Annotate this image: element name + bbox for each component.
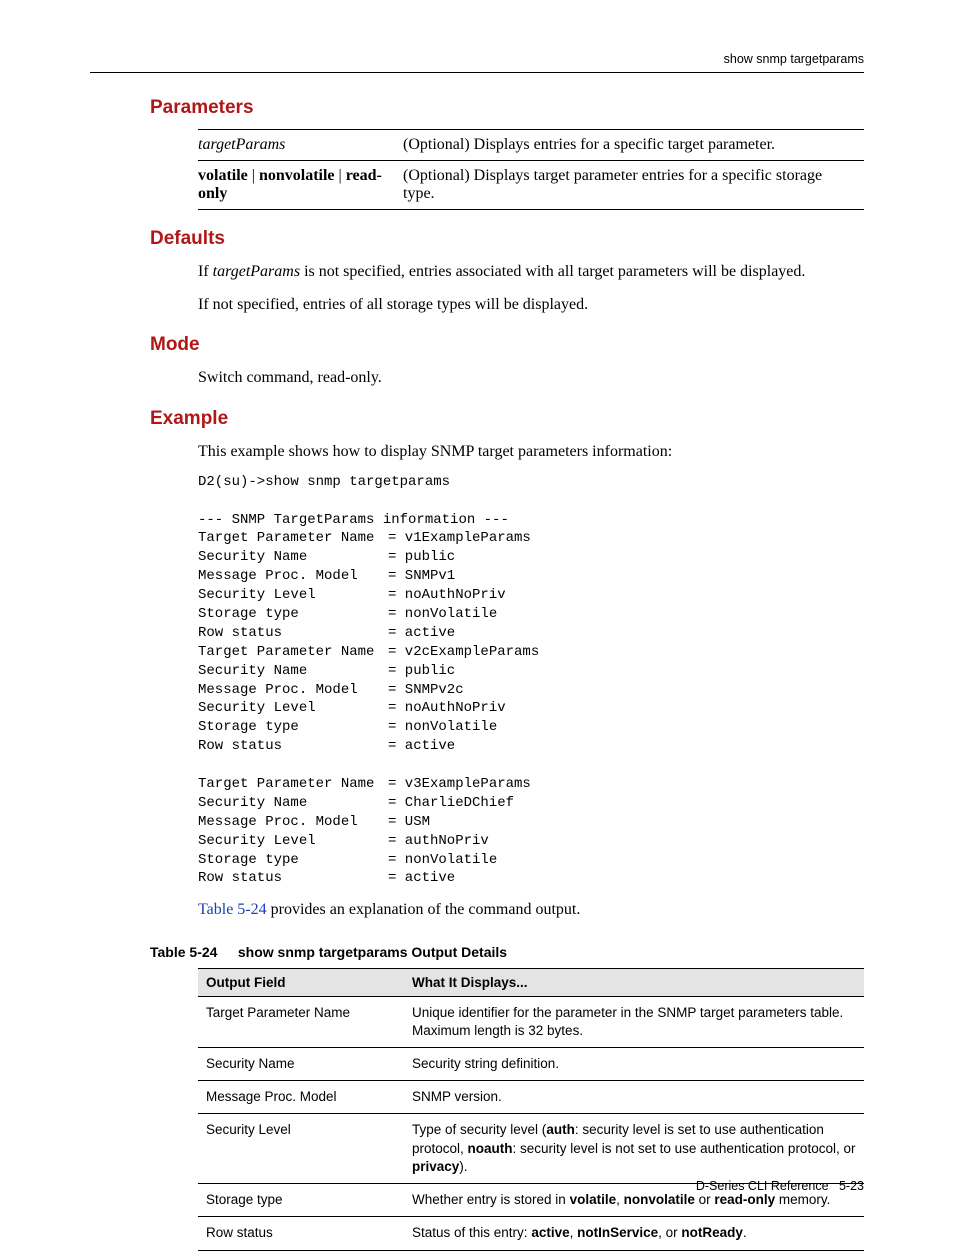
heading-mode: Mode [150,334,864,356]
col-what-displays: What It Displays... [404,968,864,996]
parameters-table: targetParams(Optional) Displays entries … [198,129,864,210]
mode-text: Switch command, read-only. [198,366,856,389]
output-field: Security Name [198,1047,404,1080]
output-desc: Status of this entry: active, notInServi… [404,1217,864,1250]
defaults-body: If targetParams is not specified, entrie… [198,260,856,316]
page: show snmp targetparams Parameters target… [0,0,954,1235]
param-desc: (Optional) Displays target parameter ent… [403,161,864,210]
output-field: Storage type [198,1184,404,1217]
table-row: Security LevelType of security level (au… [198,1114,864,1184]
param-row: volatile | nonvolatile | read-only(Optio… [198,161,864,210]
defaults-p1: If targetParams is not specified, entrie… [198,260,856,283]
output-field: Target Parameter Name [198,996,404,1047]
running-head: show snmp targetparams [90,52,864,73]
output-field: Security Level [198,1114,404,1184]
footer-doc: D-Series CLI Reference [696,1179,829,1193]
footer-page: 5-23 [839,1179,864,1193]
heading-parameters: Parameters [150,97,864,119]
param-row: targetParams(Optional) Displays entries … [198,130,864,161]
mode-body: Switch command, read-only. [198,366,856,389]
example-after-wrap: Table 5-24 provides an explanation of th… [198,898,856,921]
table-row: Row statusStatus of this entry: active, … [198,1217,864,1250]
output-desc: Unique identifier for the parameter in t… [404,996,864,1047]
output-desc: Type of security level (auth: security l… [404,1114,864,1184]
table-caption-title: show snmp targetparams Output Details [238,944,507,960]
table-row: Message Proc. ModelSNMP version. [198,1081,864,1114]
table-caption: Table 5-24 show snmp targetparams Output… [150,944,864,960]
param-name: targetParams [198,130,403,161]
col-output-field: Output Field [198,968,404,996]
output-field: Message Proc. Model [198,1081,404,1114]
output-field: Row status [198,1217,404,1250]
cli-output: D2(su)->show snmp targetparams --- SNMP … [198,473,864,889]
table-caption-num: Table 5-24 [150,944,234,960]
example-after: Table 5-24 provides an explanation of th… [198,898,856,921]
table-row: Security NameSecurity string definition. [198,1047,864,1080]
heading-example: Example [150,408,864,430]
defaults-p2: If not specified, entries of all storage… [198,293,856,316]
example-intro: This example shows how to display SNMP t… [198,440,856,463]
param-desc: (Optional) Displays entries for a specif… [403,130,864,161]
output-details-table: Output Field What It Displays... Target … [198,968,864,1251]
output-desc: Security string definition. [404,1047,864,1080]
heading-defaults: Defaults [150,228,864,250]
param-name: volatile | nonvolatile | read-only [198,161,403,210]
table-row: Target Parameter NameUnique identifier f… [198,996,864,1047]
example-intro-wrap: This example shows how to display SNMP t… [198,440,856,463]
output-desc: SNMP version. [404,1081,864,1114]
page-footer: D-Series CLI Reference 5-23 [696,1179,864,1193]
